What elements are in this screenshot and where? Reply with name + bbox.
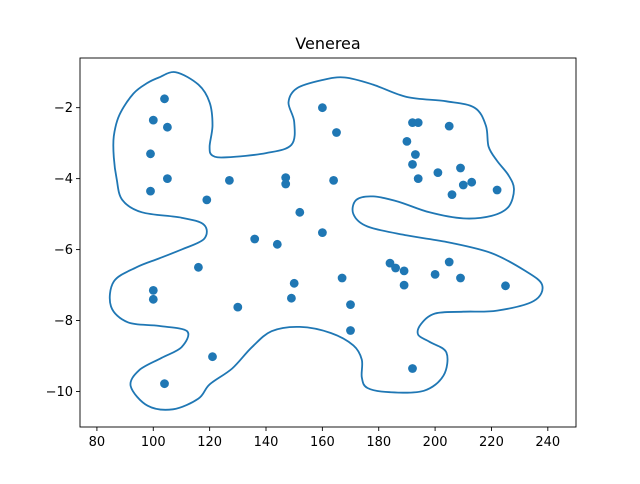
scatter-point <box>160 379 169 389</box>
scatter-point <box>272 239 282 249</box>
scatter-point <box>289 278 299 288</box>
outline-curve <box>108 71 544 411</box>
scatter-point <box>329 176 338 185</box>
scatter-point <box>146 149 155 159</box>
plot-area <box>108 71 544 411</box>
axes-frame <box>79 57 577 428</box>
scatter-point <box>430 270 440 279</box>
scatter-point <box>391 263 400 273</box>
scatter-point <box>225 176 234 185</box>
scatter-point <box>346 326 355 335</box>
y-tick-label: −8 <box>54 314 73 329</box>
scatter-point <box>501 281 510 291</box>
scatter-point <box>337 273 347 283</box>
scatter-point <box>250 234 260 244</box>
scatter-point <box>318 103 327 113</box>
x-tick-label: 160 <box>310 435 335 450</box>
scatter-point <box>160 94 169 104</box>
x-tick-label: 120 <box>197 435 222 450</box>
axes: 80 100 120 140 160 180 200 220 240 −2 −4 −6 −8 −10 <box>46 57 577 450</box>
scatter-point <box>194 262 203 272</box>
scatter-point <box>413 174 423 184</box>
scatter-point <box>295 207 305 217</box>
scatter-point <box>408 364 417 373</box>
scatter-point <box>433 168 443 178</box>
scatter-point <box>281 173 291 183</box>
x-tick-label: 140 <box>254 435 279 450</box>
scatter-point <box>332 128 341 137</box>
y-tick-label: −10 <box>46 385 73 400</box>
scatter-point <box>163 174 172 184</box>
x-tick-label: 100 <box>141 435 166 450</box>
y-tick-label: −2 <box>54 101 73 116</box>
scatter-point <box>346 300 355 309</box>
scatter-point <box>318 228 327 238</box>
scatter-point <box>281 179 291 189</box>
scatter-point <box>148 115 158 125</box>
y-tick-label: −6 <box>54 243 73 258</box>
y-tick-label: −4 <box>54 172 73 187</box>
scatter-point <box>411 150 420 159</box>
scatter-point <box>399 266 409 276</box>
chart-title: Venerea <box>295 34 360 53</box>
scatter-point <box>163 122 172 132</box>
scatter-point <box>456 273 465 283</box>
x-tick-label: 200 <box>423 435 448 450</box>
scatter-point <box>444 257 454 267</box>
scatter-point <box>287 293 296 303</box>
scatter-point <box>399 280 409 290</box>
x-tick-label: 180 <box>366 435 391 450</box>
scatter-point <box>456 163 465 173</box>
scatter-point <box>413 118 423 127</box>
scatter-point <box>458 180 468 190</box>
scatter-point <box>447 190 457 200</box>
scatter-point <box>492 185 502 195</box>
scatter-point <box>408 160 417 169</box>
x-tick-label: 240 <box>535 435 560 450</box>
scatter-point <box>233 302 243 312</box>
x-tick-label: 220 <box>479 435 504 450</box>
scatter-point <box>146 186 155 196</box>
scatter-point <box>148 286 158 295</box>
scatter-point <box>402 137 412 146</box>
scatter-point <box>467 177 477 187</box>
x-tick-label: 80 <box>89 435 106 450</box>
scatter-point <box>202 195 212 205</box>
scatter-point <box>444 121 454 131</box>
scatter-point <box>208 352 217 362</box>
scatter-point <box>148 294 158 304</box>
